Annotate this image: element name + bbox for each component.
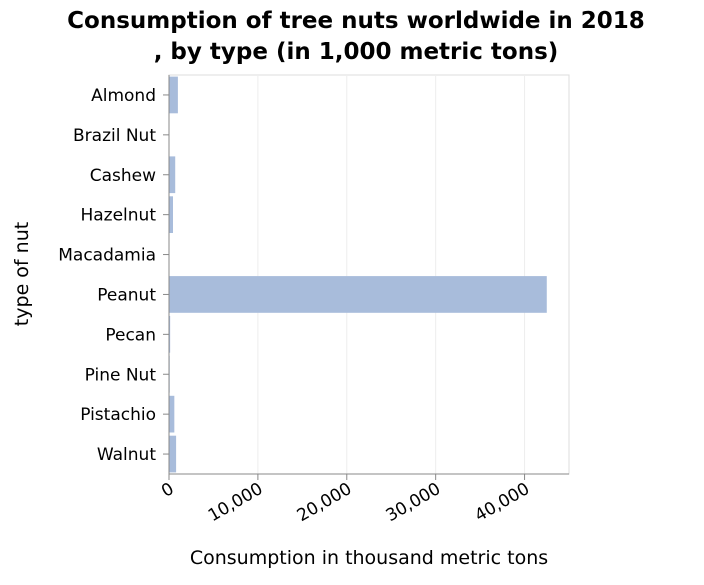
y-tick-label: Macadamia <box>58 246 156 266</box>
y-tick-label: Brazil Nut <box>73 126 156 146</box>
bar <box>169 156 175 193</box>
bar <box>169 396 174 433</box>
y-tick-label: Peanut <box>97 285 156 305</box>
plot-area <box>169 75 569 474</box>
y-tick-label: Almond <box>91 86 156 106</box>
y-tick-label: Walnut <box>97 445 156 465</box>
bar <box>169 436 176 473</box>
y-axis: Almond Brazil Nut Cashew Hazelnut Macadamia P… <box>58 75 169 474</box>
x-axis-title: Consumption in thousand metric tons <box>190 547 548 569</box>
bar <box>169 77 178 114</box>
x-tick-label: 0 <box>158 479 177 502</box>
y-axis-title: type of nut <box>11 222 33 326</box>
x-tick-label: 10,000 <box>205 479 267 526</box>
bar <box>169 196 173 233</box>
y-tick-label: Hazelnut <box>80 206 156 226</box>
y-tick-label: Cashew <box>90 166 156 186</box>
chart-title-line1: Consumption of tree nuts worldwide in 20… <box>67 8 645 34</box>
x-axis: 0 10,000 20,000 30,000 40,000 <box>158 474 569 526</box>
x-tick-label: 40,000 <box>472 479 534 526</box>
x-tick-label: 30,000 <box>383 479 445 526</box>
x-tick-label: 20,000 <box>294 479 356 526</box>
y-tick-label: Pine Nut <box>85 365 157 385</box>
chart-title-line2: , by type (in 1,000 metric tons) <box>154 39 559 65</box>
y-tick-label: Pecan <box>105 325 156 345</box>
bar <box>169 276 547 313</box>
y-tick-label: Pistachio <box>80 405 156 425</box>
